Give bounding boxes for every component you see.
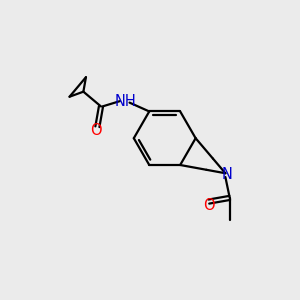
Text: O: O bbox=[203, 198, 215, 213]
Text: N: N bbox=[221, 167, 232, 182]
Text: NH: NH bbox=[114, 94, 136, 109]
Text: O: O bbox=[90, 123, 102, 138]
